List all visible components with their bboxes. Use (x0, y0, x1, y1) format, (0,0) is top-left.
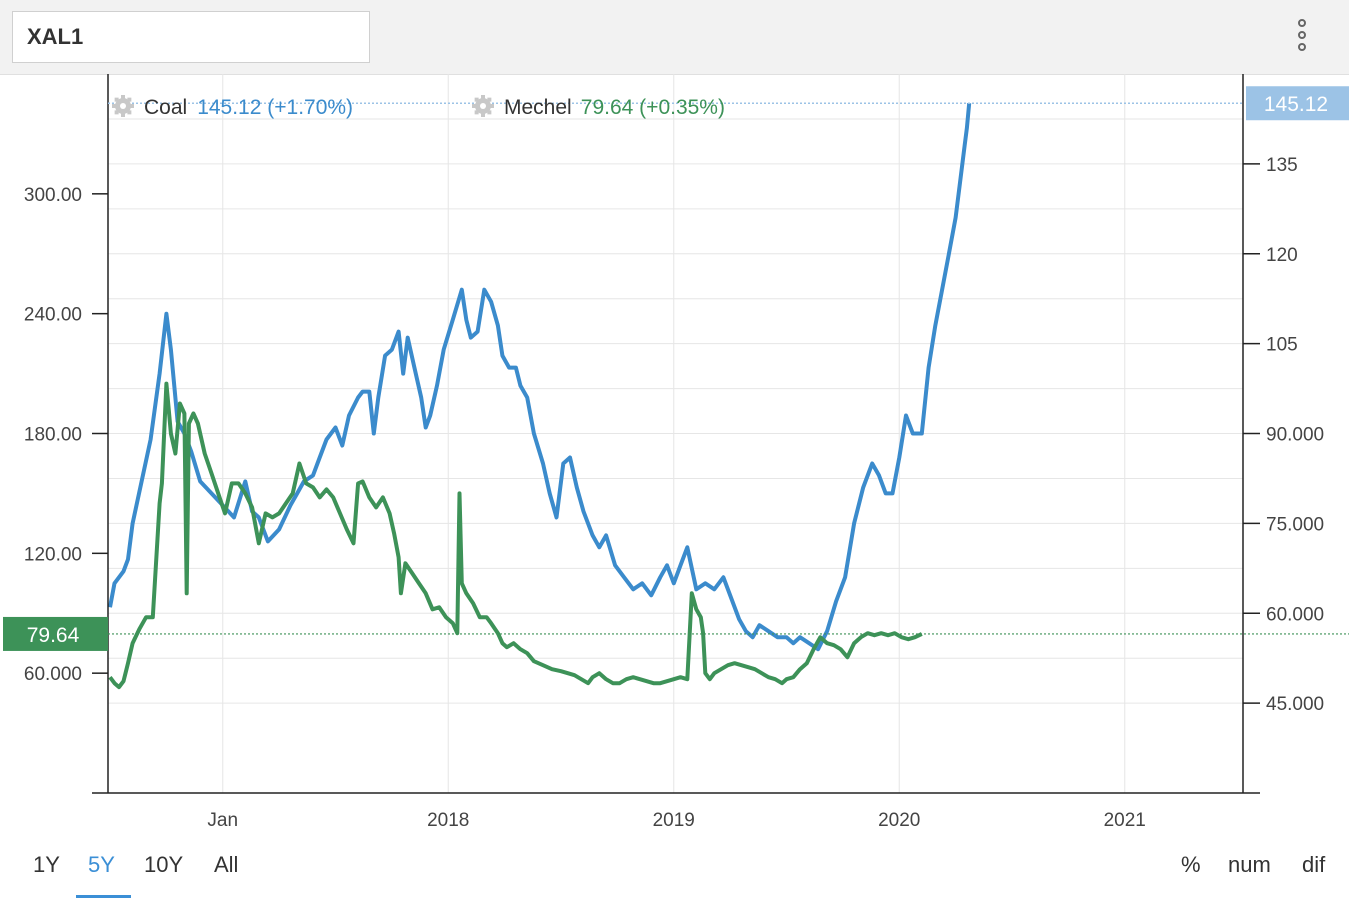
gear-tooth (490, 104, 494, 108)
mechel-last-value-text: 79.64 (27, 624, 80, 647)
series-line-coal (108, 103, 972, 652)
left-tick-label: 60.000 (24, 664, 82, 685)
top-bar: XAL1 (0, 0, 1349, 75)
vertical-dots-icon[interactable] (1288, 17, 1318, 57)
gear-tooth (474, 110, 479, 115)
x-tick-label: Jan (207, 810, 238, 831)
x-tick-label: 2018 (427, 810, 469, 831)
coal-last-value-label: 145.12 (1246, 86, 1349, 121)
gear-tooth (130, 104, 134, 108)
legend-name: Coal (144, 96, 187, 119)
right-tick-label: 90.000 (1266, 425, 1324, 446)
mechel-last-value-label: 79.64 (3, 616, 108, 651)
gear-tooth (112, 104, 116, 108)
legend-name: Mechel (504, 96, 572, 119)
right-tick-label: 75.000 (1266, 514, 1324, 535)
last-value-labels: 145.12 79.64 (3, 86, 1349, 651)
symbol-input[interactable]: XAL1 (12, 11, 370, 63)
x-tick-label: 2020 (878, 810, 920, 831)
range-button-all[interactable]: All (214, 852, 239, 877)
x-tick-label: 2019 (653, 810, 695, 831)
gear-tooth (487, 97, 492, 102)
left-tick-label: 240.00 (24, 305, 82, 326)
range-button-5y[interactable]: 5Y (88, 852, 115, 877)
gear-hole (480, 103, 486, 109)
range-button-10y[interactable]: 10Y (144, 852, 184, 877)
series-line-mechel (108, 381, 923, 690)
left-tick-label: 180.00 (24, 425, 82, 446)
legend-item-mechel: Mechel 79.64 (+0.35%) (472, 95, 725, 119)
coal-last-value-text: 145.12 (1264, 93, 1328, 116)
mode-button-dif[interactable]: dif (1302, 852, 1326, 877)
active-range-underline (76, 895, 131, 898)
gear-tooth (121, 95, 125, 99)
right-tick-label: 45.000 (1266, 694, 1324, 715)
gear-icon (472, 95, 494, 117)
right-tick-label: 135 (1266, 155, 1298, 176)
series-lines (108, 103, 972, 690)
x-axis-ticks: Jan 2018 2019 2020 2021 (207, 810, 1145, 831)
gear-tooth (481, 95, 485, 99)
gear-tooth (474, 97, 479, 102)
coal-last-value-bg (1246, 86, 1349, 121)
gear-tooth (114, 110, 119, 115)
right-tick-label: 60.000 (1266, 604, 1324, 625)
mode-button-num[interactable]: num (1228, 852, 1271, 877)
right-axis-ticks: 45.000 60.000 75.000 90.000 105 120 135 (1243, 155, 1324, 715)
gear-tooth (114, 97, 119, 102)
gear-tooth (487, 110, 492, 115)
legend: Coal 145.12 (+1.70%) Mechel 79.64 (+0.35%) (108, 95, 1349, 635)
x-tick-label: 2021 (1104, 810, 1146, 831)
gear-tooth (127, 110, 132, 115)
gear-tooth (472, 104, 476, 108)
range-button-1y[interactable]: 1Y (33, 852, 60, 877)
gear-icon (112, 95, 134, 117)
left-tick-label: 300.00 (24, 185, 82, 206)
right-tick-label: 120 (1266, 245, 1298, 266)
legend-value: 145.12 (+1.70%) (197, 96, 353, 119)
gear-tooth (121, 113, 125, 117)
gear-tooth (127, 97, 132, 102)
horizontal-grid (108, 118, 1243, 704)
mode-button-percent[interactable]: % (1181, 852, 1201, 877)
right-tick-label: 105 (1266, 335, 1298, 356)
left-tick-label: 120.00 (24, 544, 82, 565)
mechel-last-value-bg (3, 616, 108, 651)
gear-hole (120, 103, 126, 109)
vertical-grid (222, 74, 1126, 793)
gear-tooth (481, 113, 485, 117)
legend-item-coal: Coal 145.12 (+1.70%) (112, 95, 353, 119)
legend-value: 79.64 (+0.35%) (581, 96, 725, 119)
left-axis-ticks: 60.000 120.00 180.00 240.00 300.00 (24, 185, 108, 685)
